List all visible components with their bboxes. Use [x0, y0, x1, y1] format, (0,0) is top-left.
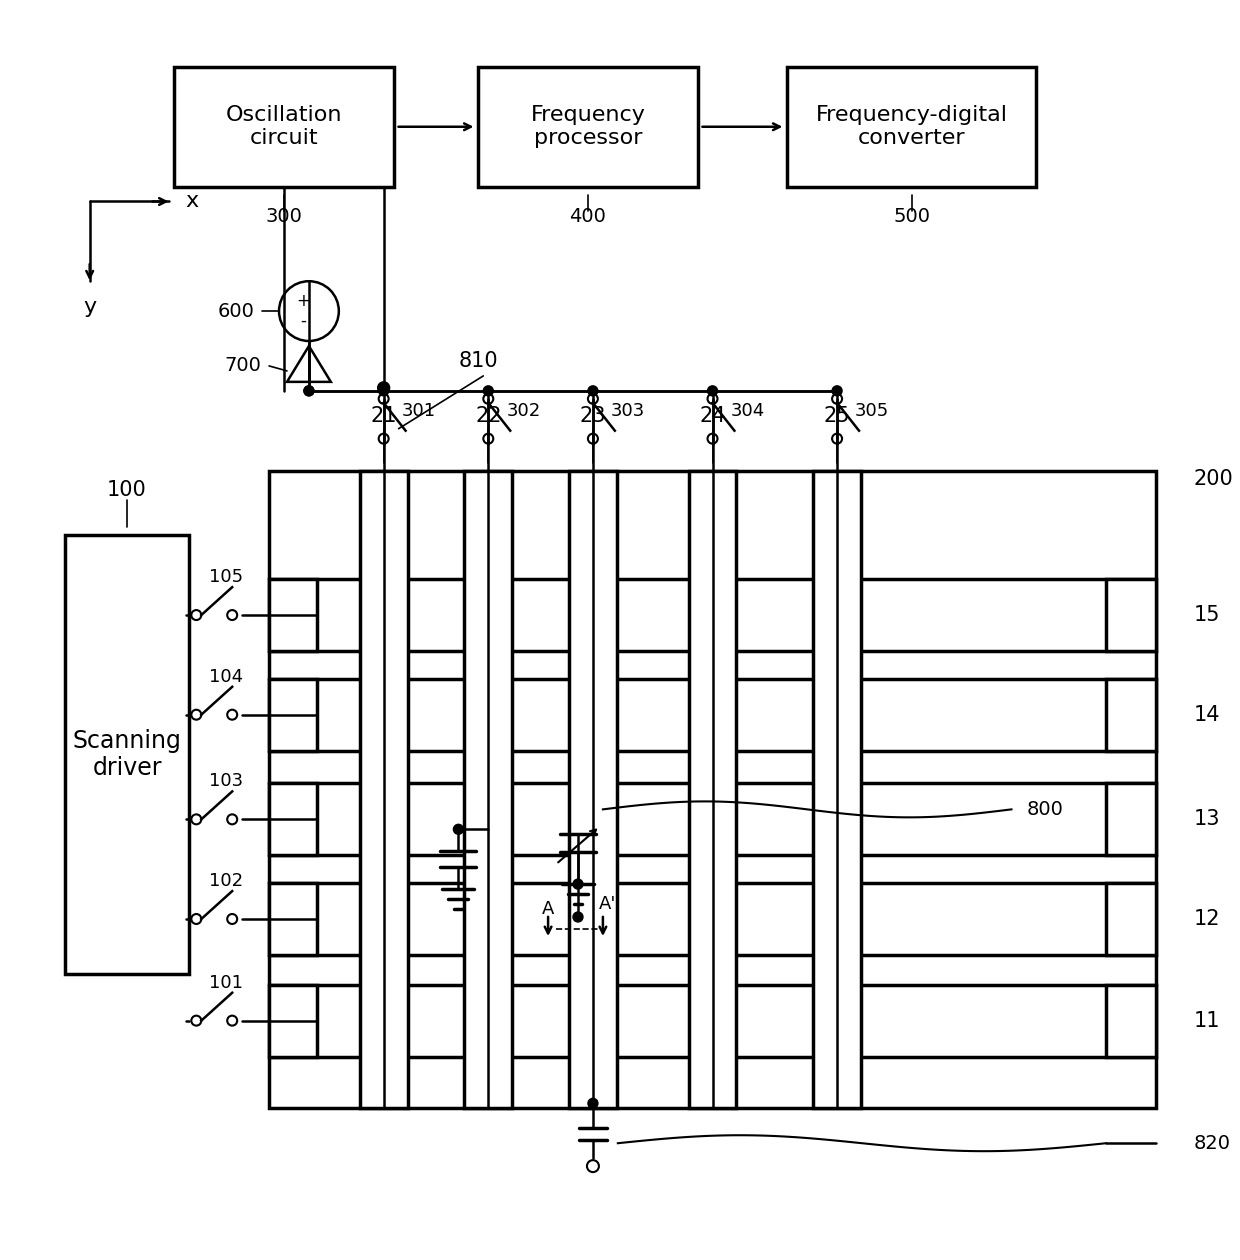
Text: 12: 12	[1194, 908, 1220, 929]
Bar	[569, 470, 616, 1109]
Text: 400: 400	[569, 207, 606, 226]
Text: 101: 101	[210, 974, 243, 992]
Text: 25: 25	[823, 406, 851, 426]
Text: x: x	[185, 192, 198, 212]
Text: +: +	[296, 292, 310, 310]
Text: 21: 21	[371, 406, 397, 426]
Text: 600: 600	[217, 301, 254, 320]
Text: 810: 810	[459, 352, 498, 370]
Bar	[269, 883, 1156, 955]
Bar	[813, 470, 861, 1109]
Circle shape	[304, 386, 314, 396]
Text: 13: 13	[1194, 809, 1220, 829]
Text: 105: 105	[210, 568, 243, 586]
Bar	[1106, 580, 1156, 651]
Circle shape	[378, 382, 389, 394]
Text: y: y	[83, 297, 97, 318]
Text: 200: 200	[1194, 469, 1234, 489]
Text: Scanning
driver: Scanning driver	[73, 728, 181, 780]
Circle shape	[378, 386, 388, 396]
Bar	[269, 679, 317, 751]
Text: Oscillation
circuit: Oscillation circuit	[226, 105, 342, 149]
Bar	[269, 679, 1156, 751]
Bar	[269, 784, 1156, 856]
Bar	[269, 470, 1156, 1109]
Circle shape	[708, 386, 718, 396]
Text: A': A'	[599, 895, 616, 913]
Text: 301: 301	[402, 402, 435, 420]
Bar	[688, 470, 737, 1109]
Text: 11: 11	[1194, 1011, 1220, 1031]
Text: -: -	[300, 312, 306, 330]
Text: 15: 15	[1194, 605, 1220, 625]
Text: Frequency
processor: Frequency processor	[531, 105, 645, 149]
Text: A: A	[542, 900, 554, 919]
Circle shape	[573, 912, 583, 922]
Text: 302: 302	[506, 402, 541, 420]
Text: 100: 100	[107, 480, 146, 500]
Bar	[269, 580, 317, 651]
Bar	[269, 985, 1156, 1057]
Circle shape	[454, 824, 464, 834]
Circle shape	[588, 1099, 598, 1109]
Text: 700: 700	[224, 357, 262, 375]
Text: 820: 820	[1194, 1134, 1231, 1153]
Text: 102: 102	[210, 872, 243, 890]
Bar	[269, 985, 317, 1057]
Text: 300: 300	[265, 207, 303, 226]
Bar	[1106, 883, 1156, 955]
Bar	[787, 67, 1037, 186]
Text: 104: 104	[210, 668, 243, 685]
Text: 22: 22	[475, 406, 501, 426]
Circle shape	[588, 386, 598, 396]
Text: 304: 304	[730, 402, 765, 420]
Bar	[269, 883, 317, 955]
Text: 303: 303	[611, 402, 645, 420]
Bar	[1106, 985, 1156, 1057]
Circle shape	[832, 386, 842, 396]
Text: 14: 14	[1194, 704, 1220, 724]
Text: 103: 103	[210, 772, 243, 790]
Text: Frequency-digital
converter: Frequency-digital converter	[816, 105, 1008, 149]
Bar	[360, 470, 408, 1109]
Text: 500: 500	[893, 207, 930, 226]
Bar	[175, 67, 393, 186]
Bar	[269, 784, 317, 856]
Text: 800: 800	[1027, 800, 1063, 819]
Bar	[269, 580, 1156, 651]
Bar	[1106, 679, 1156, 751]
Circle shape	[484, 386, 494, 396]
Text: 305: 305	[856, 402, 889, 420]
Text: 24: 24	[699, 406, 725, 426]
Text: 23: 23	[579, 406, 606, 426]
Bar	[479, 67, 698, 186]
Bar	[1106, 784, 1156, 856]
Bar	[465, 470, 512, 1109]
Circle shape	[573, 879, 583, 890]
Circle shape	[304, 386, 314, 396]
Bar	[64, 536, 190, 974]
